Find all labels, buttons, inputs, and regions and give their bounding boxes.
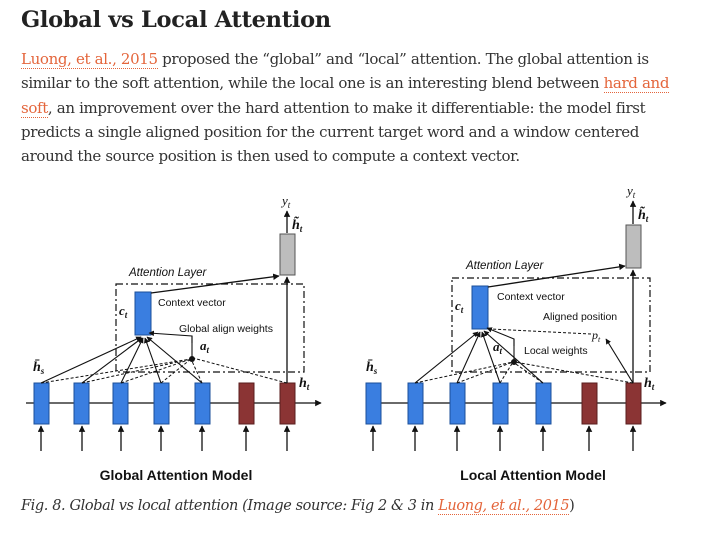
local-attention-layer-box	[451, 277, 651, 373]
global-hs-label: h̄s	[33, 359, 45, 376]
global-a-label: at	[200, 338, 210, 355]
global-context-vector	[134, 291, 152, 336]
caption-luong-link[interactable]: Luong, et al., 2015	[438, 498, 570, 515]
global-y-label: yt	[280, 193, 291, 210]
local-attention-model: Attention Layer Context vector ct Aligne…	[365, 183, 667, 483]
local-source-state-2	[407, 382, 424, 425]
section-title: Global vs Local Attention	[21, 7, 331, 33]
local-source-state-1	[365, 382, 382, 425]
local-attentional-state	[625, 224, 642, 269]
attention-diagram: Attention Layer Context vector ct Global…	[26, 183, 667, 483]
local-target-state-1	[581, 382, 598, 425]
global-htilde-label: h̃t	[292, 215, 303, 234]
local-htilde-label: h̃t	[638, 205, 649, 224]
global-weights-label: Global align weights	[179, 323, 273, 335]
local-p-label: pt	[591, 328, 601, 344]
local-ht-label: ht	[644, 376, 655, 392]
target-state-2	[279, 382, 296, 425]
source-state-2	[73, 382, 90, 425]
global-attention-model: Attention Layer Context vector ct Global…	[26, 193, 322, 483]
paragraph-text-2: , an improvement over the hard attention…	[21, 98, 646, 166]
local-context-vector	[471, 285, 489, 330]
local-target-state-2	[625, 382, 642, 425]
local-hs-label: h̄s	[366, 359, 378, 376]
source-state-1	[33, 382, 50, 425]
luong-2015-link[interactable]: Luong, et al., 2015	[21, 50, 158, 69]
figure-caption: Fig. 8. Global vs local attention (Image…	[21, 494, 685, 518]
global-model-title: Global Attention Model	[100, 467, 253, 483]
global-c-label: ct	[119, 303, 128, 320]
local-weights-label: Local weights	[524, 345, 588, 357]
source-state-4	[153, 382, 170, 425]
hard-and-soft-link[interactable]: hard and soft	[21, 74, 670, 118]
paragraph-text-1: proposed the “global” and “local” attent…	[21, 50, 649, 93]
source-state-5	[194, 382, 211, 425]
global-attention-layer-box	[115, 283, 305, 373]
global-context-label: Context vector	[158, 297, 226, 309]
source-state-3	[112, 382, 129, 425]
local-a-label: at	[493, 339, 503, 356]
intro-paragraph: Luong, et al., 2015 proposed the “global…	[21, 47, 685, 168]
caption-text: Fig. 8. Global vs local attention (Image…	[21, 498, 439, 514]
local-model-title: Local Attention Model	[460, 467, 606, 483]
target-state-1	[238, 382, 255, 425]
global-ht-label: ht	[299, 376, 310, 392]
local-aligned-label: Aligned position	[543, 311, 617, 323]
local-y-label: yt	[625, 183, 636, 200]
local-source-state-3	[449, 382, 466, 425]
global-attention-layer-label: Attention Layer	[128, 267, 208, 279]
local-source-state-4	[492, 382, 509, 425]
caption-close: )	[569, 498, 575, 514]
local-c-label: ct	[455, 298, 464, 315]
local-attention-layer-label: Attention Layer	[465, 260, 545, 272]
local-context-label: Context vector	[497, 291, 565, 303]
local-source-state-5	[535, 382, 552, 425]
attention-figure: Attention Layer Context vector ct Global…	[21, 181, 683, 491]
global-attentional-state	[279, 233, 296, 276]
